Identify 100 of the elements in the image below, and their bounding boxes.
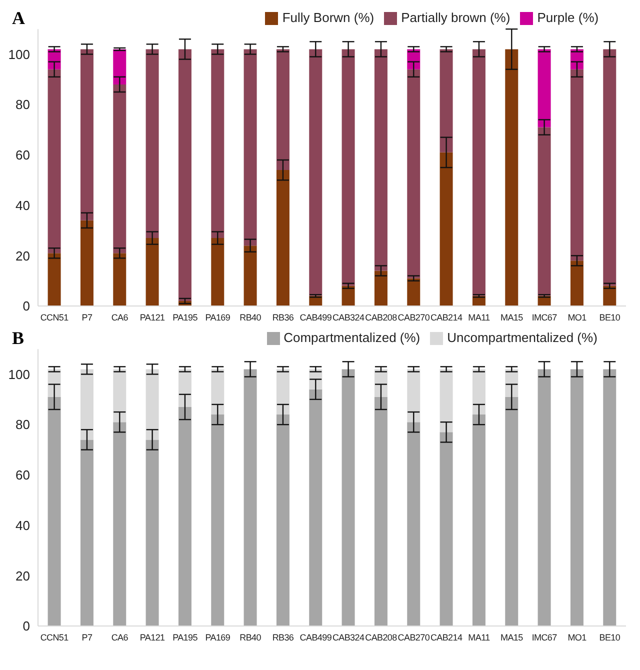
x-tick-label: CAB324 [332, 312, 364, 322]
x-tick-label: PA195 [172, 312, 198, 322]
x-tick-label: PA195 [172, 632, 198, 642]
y-tick-label: 20 [16, 248, 30, 264]
bar [374, 396, 388, 626]
bar [407, 422, 420, 626]
x-tick-label: CAB270 [398, 632, 430, 642]
bar [276, 369, 290, 415]
bar [48, 253, 61, 306]
x-tick-label: RB36 [272, 632, 294, 642]
bar [472, 369, 486, 415]
bar [276, 414, 290, 626]
bar [276, 170, 290, 306]
x-tick-label: CAB214 [430, 312, 462, 322]
x-tick-label: RB40 [240, 312, 262, 322]
bar [244, 369, 257, 626]
bar [374, 49, 388, 271]
legend-label: Partially brown (%) [401, 10, 510, 25]
x-tick-label: CCN51 [40, 632, 69, 642]
y-tick-label: 60 [16, 468, 30, 483]
bar [440, 49, 453, 152]
x-tick-label: CAB270 [398, 312, 430, 322]
bar [570, 260, 584, 306]
y-tick-label: 80 [16, 97, 30, 112]
bar [538, 49, 551, 128]
x-tick-label: BE10 [599, 632, 620, 642]
y-tick-label: 40 [16, 198, 30, 213]
x-tick-label: CA6 [111, 632, 128, 642]
bar [48, 396, 61, 626]
y-tick-label: 40 [16, 518, 30, 533]
bar [276, 49, 290, 170]
bar [113, 84, 126, 254]
bar [178, 49, 192, 301]
bar [178, 406, 192, 626]
y-tick-label: 100 [8, 46, 30, 62]
bar [342, 286, 355, 306]
legend-label: Fully Borwn (%) [282, 10, 374, 25]
bar [211, 49, 224, 238]
x-tick-label: RB40 [240, 632, 262, 642]
x-tick-label: IMC67 [532, 632, 558, 642]
bar [603, 49, 616, 286]
bar [211, 238, 224, 306]
legend-label: Purple (%) [537, 10, 599, 25]
bar [48, 69, 61, 254]
x-tick-label: CAB324 [332, 632, 364, 642]
bar [211, 414, 224, 626]
bar [146, 369, 159, 440]
chart-title: A [12, 8, 25, 29]
y-tick-label: 0 [22, 618, 30, 634]
bar [113, 369, 126, 422]
bar [309, 389, 322, 626]
x-tick-label: PA169 [205, 312, 230, 322]
bar [505, 49, 518, 306]
bar [570, 369, 584, 626]
x-tick-label: CAB208 [365, 632, 398, 642]
bar [603, 286, 616, 306]
bar [407, 278, 420, 306]
bar [146, 49, 159, 238]
bar [440, 369, 453, 432]
x-tick-label: P7 [82, 312, 92, 322]
bar [407, 369, 420, 422]
bar [244, 49, 257, 246]
bar [146, 238, 159, 306]
bar [146, 440, 159, 626]
x-tick-label: MA11 [468, 632, 490, 642]
x-tick-label: CA6 [111, 312, 128, 322]
bar [342, 369, 355, 626]
x-tick-label: PA169 [205, 632, 230, 642]
bar [309, 49, 322, 296]
bar [211, 369, 224, 415]
bar [538, 127, 551, 296]
x-tick-label: CAB214 [430, 632, 462, 642]
bar [80, 440, 94, 626]
chart-title: B [12, 328, 24, 349]
bar [113, 49, 126, 84]
x-tick-label: CAB499 [300, 312, 332, 322]
legend-label: Compartmentalized (%) [284, 330, 420, 345]
y-tick-label: 0 [22, 298, 30, 314]
x-tick-label: MO1 [568, 632, 587, 642]
x-tick-label: CAB499 [300, 632, 332, 642]
x-tick-label: MA15 [500, 632, 524, 642]
bar [178, 369, 192, 407]
x-tick-label: P7 [82, 632, 92, 642]
y-tick-label: 60 [16, 148, 30, 163]
x-tick-label: CCN51 [40, 312, 69, 322]
bar [538, 369, 551, 626]
y-tick-label: 100 [8, 366, 30, 382]
bar [342, 49, 355, 286]
x-tick-label: MA15 [500, 312, 524, 322]
x-tick-label: MO1 [568, 312, 587, 322]
y-tick-label: 80 [16, 417, 30, 432]
bar [113, 422, 126, 626]
x-tick-label: IMC67 [532, 312, 558, 322]
bar [80, 369, 94, 440]
legend-label: Uncompartmentalized (%) [447, 330, 598, 345]
bar [570, 69, 584, 261]
x-tick-label: BE10 [599, 312, 620, 322]
x-tick-label: CAB208 [365, 312, 398, 322]
x-tick-label: MA11 [468, 312, 490, 322]
bar [440, 152, 453, 306]
